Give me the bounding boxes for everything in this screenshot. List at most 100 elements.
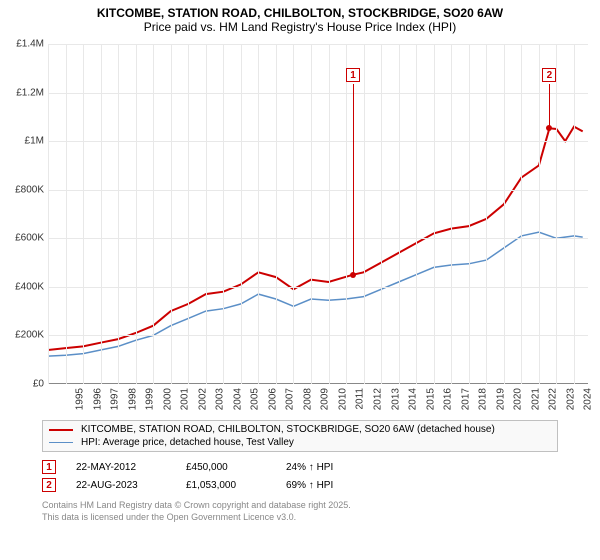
- gridline-h: [48, 141, 588, 142]
- sale-row: 1 22-MAY-2012 £450,000 24% ↑ HPI: [42, 458, 558, 476]
- x-axis-label: 2024: [583, 388, 594, 410]
- y-axis-label: £1M: [25, 136, 44, 147]
- marker-box: 2: [542, 68, 556, 82]
- legend-swatch: [49, 442, 73, 443]
- x-axis-label: 2018: [477, 388, 488, 410]
- gridline-v: [276, 44, 277, 384]
- gridline-v: [118, 44, 119, 384]
- gridline-v: [521, 44, 522, 384]
- gridline-v: [66, 44, 67, 384]
- x-axis-label: 2016: [442, 388, 453, 410]
- marker-box: 1: [346, 68, 360, 82]
- y-axis-label: £400K: [15, 281, 44, 292]
- legend: KITCOMBE, STATION ROAD, CHILBOLTON, STOC…: [42, 420, 558, 452]
- gridline-v: [241, 44, 242, 384]
- line-series-svg: [48, 44, 588, 384]
- sale-date: 22-MAY-2012: [76, 462, 166, 473]
- x-axis-label: 2017: [460, 388, 471, 410]
- gridline-v: [329, 44, 330, 384]
- gridline-v: [171, 44, 172, 384]
- gridline-v: [101, 44, 102, 384]
- sale-date: 22-AUG-2023: [76, 480, 166, 491]
- x-axis-label: 2021: [530, 388, 541, 410]
- gridline-v: [48, 44, 49, 384]
- legend-item: HPI: Average price, detached house, Test…: [49, 436, 551, 449]
- gridline-v: [556, 44, 557, 384]
- marker-dot: [546, 125, 552, 131]
- x-axis-label: 2019: [495, 388, 506, 410]
- x-axis-label: 2022: [548, 388, 559, 410]
- gridline-v: [451, 44, 452, 384]
- title-line2: Price paid vs. HM Land Registry's House …: [10, 20, 590, 34]
- footer-line2: This data is licensed under the Open Gov…: [42, 512, 558, 524]
- x-axis-label: 2020: [513, 388, 524, 410]
- legend-label: KITCOMBE, STATION ROAD, CHILBOLTON, STOC…: [81, 424, 495, 435]
- sale-delta: 24% ↑ HPI: [286, 462, 356, 473]
- gridline-h: [48, 238, 588, 239]
- gridline-h: [48, 190, 588, 191]
- title-line1: KITCOMBE, STATION ROAD, CHILBOLTON, STOC…: [10, 6, 590, 20]
- gridline-v: [469, 44, 470, 384]
- y-axis-label: £0: [33, 379, 44, 390]
- gridline-v: [293, 44, 294, 384]
- gridline-h: [48, 335, 588, 336]
- x-axis-label: 2010: [337, 388, 348, 410]
- sale-marker-ref: 1: [42, 460, 56, 474]
- attribution-footer: Contains HM Land Registry data © Crown c…: [42, 500, 558, 523]
- marker-line: [549, 84, 550, 128]
- gridline-v: [188, 44, 189, 384]
- x-axis-label: 2000: [162, 388, 173, 410]
- gridline-v: [574, 44, 575, 384]
- gridline-v: [223, 44, 224, 384]
- legend-label: HPI: Average price, detached house, Test…: [81, 437, 294, 448]
- series-hpi: [48, 232, 583, 356]
- gridline-v: [311, 44, 312, 384]
- legend-item: KITCOMBE, STATION ROAD, CHILBOLTON, STOC…: [49, 423, 551, 436]
- footer-line1: Contains HM Land Registry data © Crown c…: [42, 500, 558, 512]
- marker-line: [353, 84, 354, 275]
- gridline-v: [504, 44, 505, 384]
- sale-delta: 69% ↑ HPI: [286, 480, 356, 491]
- x-axis-label: 2012: [372, 388, 383, 410]
- y-axis-label: £1.2M: [16, 87, 44, 98]
- x-axis-label: 2001: [179, 388, 190, 410]
- y-axis-label: £600K: [15, 233, 44, 244]
- chart-title: KITCOMBE, STATION ROAD, CHILBOLTON, STOC…: [0, 0, 600, 36]
- marker-dot: [350, 272, 356, 278]
- chart-area: 12 £0£200K£400K£600K£800K£1M£1.2M£1.4M19…: [0, 36, 600, 416]
- x-axis-label: 2008: [302, 388, 313, 410]
- gridline-v: [364, 44, 365, 384]
- y-axis-label: £1.4M: [16, 39, 44, 50]
- gridline-h: [48, 93, 588, 94]
- x-axis-label: 2023: [565, 388, 576, 410]
- x-axis-label: 1998: [127, 388, 138, 410]
- sale-row: 222-AUG-2023£1,053,00069% ↑ HPI: [42, 476, 558, 494]
- x-axis-label: 2011: [354, 388, 365, 410]
- legend-swatch: [49, 429, 73, 431]
- gridline-v: [153, 44, 154, 384]
- gridline-v: [346, 44, 347, 384]
- y-axis-label: £200K: [15, 330, 44, 341]
- x-axis-label: 2013: [390, 388, 401, 410]
- plot-region: 12: [48, 44, 588, 384]
- gridline-h: [48, 287, 588, 288]
- x-axis-label: 2007: [285, 388, 296, 410]
- sale-price: £450,000: [186, 462, 266, 473]
- x-axis-label: 2015: [425, 388, 436, 410]
- x-axis-label: 2002: [197, 388, 208, 410]
- gridline-v: [486, 44, 487, 384]
- x-axis-label: 2003: [215, 388, 226, 410]
- figure: KITCOMBE, STATION ROAD, CHILBOLTON, STOC…: [0, 0, 600, 560]
- x-axis-label: 2005: [250, 388, 261, 410]
- x-axis-label: 1997: [109, 388, 120, 410]
- sales-table: 122-MAY-2012£450,00024% ↑ HPI222-AUG-202…: [42, 458, 558, 494]
- gridline-v: [539, 44, 540, 384]
- x-axis-label: 1996: [92, 388, 103, 410]
- gridline-v: [434, 44, 435, 384]
- y-axis-label: £800K: [15, 184, 44, 195]
- x-axis-label: 2006: [267, 388, 278, 410]
- gridline-h: [48, 44, 588, 45]
- x-axis-label: 2004: [232, 388, 243, 410]
- sale-price: £1,053,000: [186, 480, 266, 491]
- gridline-v: [83, 44, 84, 384]
